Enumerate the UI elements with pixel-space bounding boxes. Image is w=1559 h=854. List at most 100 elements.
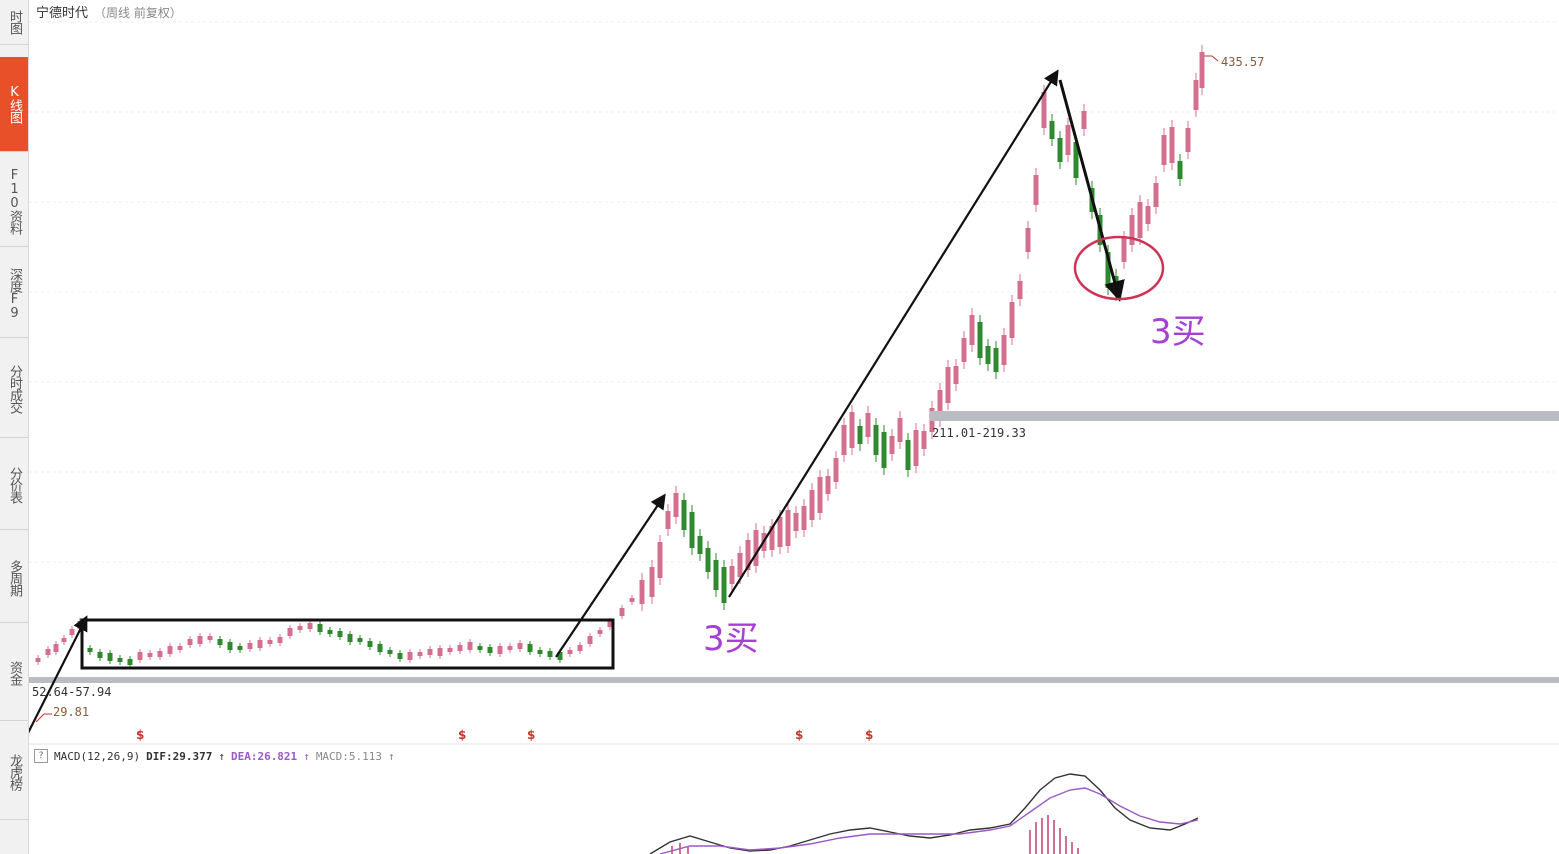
candle-body — [769, 526, 775, 550]
high-price-label: 435.57 — [1221, 55, 1264, 69]
sidebar-item-f10[interactable]: F10资料 — [0, 155, 28, 247]
macd-dea-line — [659, 787, 1199, 854]
candle-body — [857, 426, 863, 444]
sidebar-item-price-table[interactable]: 分价表 — [0, 440, 28, 530]
candle-body — [217, 639, 223, 645]
candle-body — [407, 652, 413, 660]
sidebar-item-time-trades[interactable]: 分时成交 — [0, 340, 28, 438]
candle-body — [587, 636, 593, 644]
candle-body — [873, 425, 879, 455]
candle-body — [945, 367, 951, 403]
sidebar-item-depth-f9[interactable]: 深度F9 — [0, 250, 28, 338]
candle-body — [865, 413, 871, 437]
candle-body — [53, 644, 59, 652]
sidebar-item-label: 资金 — [7, 661, 22, 685]
candle-body — [753, 530, 759, 566]
candle-body — [417, 652, 423, 656]
candle-body — [607, 621, 613, 627]
candle-body — [977, 322, 983, 358]
candle-body — [35, 658, 41, 662]
kline-chart-area[interactable]: 435.57 29.81 211.01-219.33 52.64-57.94 3… — [29, 0, 1559, 854]
candle-body — [297, 626, 303, 630]
candle-body — [1161, 135, 1167, 165]
candle-body — [689, 512, 695, 548]
candle-body — [317, 624, 323, 632]
sidebar-item-funds[interactable]: 资金 — [0, 626, 28, 721]
candle-body — [801, 506, 807, 530]
event-marker[interactable]: $ — [795, 728, 803, 742]
candle-body — [785, 510, 791, 546]
candle-body — [1033, 175, 1039, 205]
candle-body — [953, 366, 959, 384]
candle-body — [1057, 138, 1063, 162]
candle-body — [107, 653, 113, 661]
sidebar-item-time-chart[interactable]: 时图 — [0, 0, 28, 45]
third-buy-annotation-1: 3买 — [703, 619, 759, 659]
trend-arrow-2 — [555, 493, 666, 658]
candle-body — [745, 540, 751, 570]
low-price-label: 29.81 — [53, 705, 89, 719]
candle-body — [921, 431, 927, 449]
sidebar-item-kline[interactable]: K线图 — [0, 57, 28, 152]
candle-body — [427, 649, 433, 655]
event-marker[interactable]: $ — [865, 728, 873, 742]
candle-body — [1177, 161, 1183, 179]
sidebar-item-label: 龙虎榜 — [7, 753, 22, 790]
candle-body — [337, 631, 343, 637]
macd-name: MACD(12,26,9) — [54, 749, 141, 763]
candle-body — [1001, 335, 1007, 365]
trend-arrow-3 — [728, 69, 1059, 598]
candle-body — [197, 636, 203, 644]
candle-body — [347, 634, 353, 642]
help-button[interactable]: ? — [34, 749, 48, 763]
lower-separator-band — [29, 677, 1559, 683]
candle-body — [287, 628, 293, 636]
candle-body — [207, 636, 213, 640]
candle-body — [681, 500, 687, 530]
sidebar-item-multi-period[interactable]: 多周期 — [0, 533, 28, 623]
gridlines — [29, 21, 1559, 563]
candle-body — [137, 652, 143, 660]
macd-dif-line — [649, 773, 1199, 854]
candle-body — [437, 648, 443, 656]
candle-body — [257, 640, 263, 648]
candle-body — [477, 646, 483, 650]
candle-body — [961, 338, 967, 362]
candle-body — [557, 652, 563, 660]
consolidation-box — [80, 618, 615, 670]
candle-body — [1105, 252, 1111, 288]
candle-body — [177, 646, 183, 650]
event-marker[interactable]: $ — [136, 728, 144, 742]
candle-body — [227, 642, 233, 650]
macd-histogram — [671, 815, 1079, 854]
candle-body — [817, 477, 823, 513]
event-marker[interactable]: $ — [458, 728, 466, 742]
candle-body — [1193, 80, 1199, 110]
candle-body — [357, 638, 363, 642]
stock-name: 宁德时代 — [36, 6, 89, 21]
candle-body — [649, 567, 655, 597]
third-buy-annotation-2: 3买 — [1150, 312, 1206, 352]
sidebar-item-label: 分价表 — [7, 466, 22, 503]
candle-body — [237, 646, 243, 650]
candle-body — [367, 641, 373, 647]
candle-body — [397, 653, 403, 659]
candle-body — [809, 490, 815, 520]
pullback-arrow — [1058, 79, 1125, 303]
candle-body — [69, 629, 75, 635]
candle-body — [157, 651, 163, 657]
event-marker[interactable]: $ — [527, 728, 535, 742]
candle-body — [825, 476, 831, 494]
sidebar-item-dragon-tiger[interactable]: 龙虎榜 — [0, 724, 28, 820]
sidebar-item-label: 深度F9 — [7, 267, 22, 320]
candle-body — [127, 659, 133, 665]
candle-body — [1025, 228, 1031, 252]
candle-body — [487, 647, 493, 653]
candle-body — [1049, 121, 1055, 139]
candle-body — [457, 645, 463, 651]
candle-body — [567, 650, 573, 654]
candle-body — [1017, 281, 1023, 299]
candle-body — [61, 638, 67, 642]
candle-body — [665, 511, 671, 529]
macd-legend: ? MACD(12,26,9) DIF:29.377 ↑ DEA:26.821 … — [34, 749, 395, 763]
